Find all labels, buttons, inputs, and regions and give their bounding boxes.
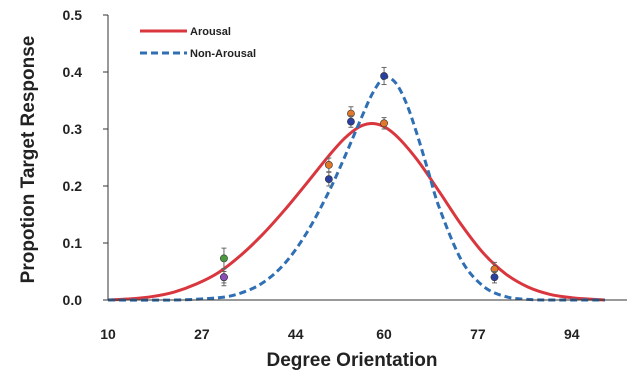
point-marker <box>490 273 499 282</box>
data-point <box>324 171 333 187</box>
point-marker <box>324 175 333 184</box>
point-marker <box>347 117 355 126</box>
data-point <box>220 271 228 284</box>
point-marker <box>220 254 228 263</box>
data-point <box>490 271 499 284</box>
y-tick-label: 0.0 <box>63 292 83 308</box>
y-tick-label: 0.1 <box>63 235 83 251</box>
plot-area <box>107 66 605 302</box>
y-axis-title: Propotion Target Response <box>18 36 39 284</box>
point-marker <box>220 273 228 282</box>
y-tick-label: 0.2 <box>63 178 83 194</box>
axes: 0.0 0.1 0.2 0.3 0.4 0.5 10 27 44 60 77 94 Degree Ori… <box>18 7 627 371</box>
x-axis-title: Degree Orientation <box>266 350 437 371</box>
x-tick-label: 10 <box>100 326 116 342</box>
data-point <box>380 66 388 86</box>
x-tick-label: 44 <box>288 326 304 342</box>
data-point <box>347 115 355 128</box>
data-point <box>324 157 333 173</box>
series-line-non-arousal <box>107 75 605 302</box>
data-point <box>220 247 228 270</box>
legend-label: Arousal <box>190 26 231 38</box>
point-marker <box>324 161 333 169</box>
point-marker <box>380 119 388 128</box>
y-tick-label: 0.4 <box>63 64 83 80</box>
x-tick-label: 94 <box>564 326 580 342</box>
data-point <box>380 117 388 130</box>
point-marker <box>380 72 388 80</box>
legend-label: Non-Arousal <box>190 48 256 60</box>
series-line-arousal <box>107 122 605 302</box>
x-tick-label: 27 <box>194 326 210 342</box>
x-tick-label: 77 <box>470 326 486 342</box>
x-tick-label: 60 <box>376 326 392 342</box>
legend: Arousal Non-Arousal <box>140 26 256 60</box>
y-tick-label: 0.3 <box>63 121 83 137</box>
y-tick-label: 0.5 <box>63 7 83 23</box>
